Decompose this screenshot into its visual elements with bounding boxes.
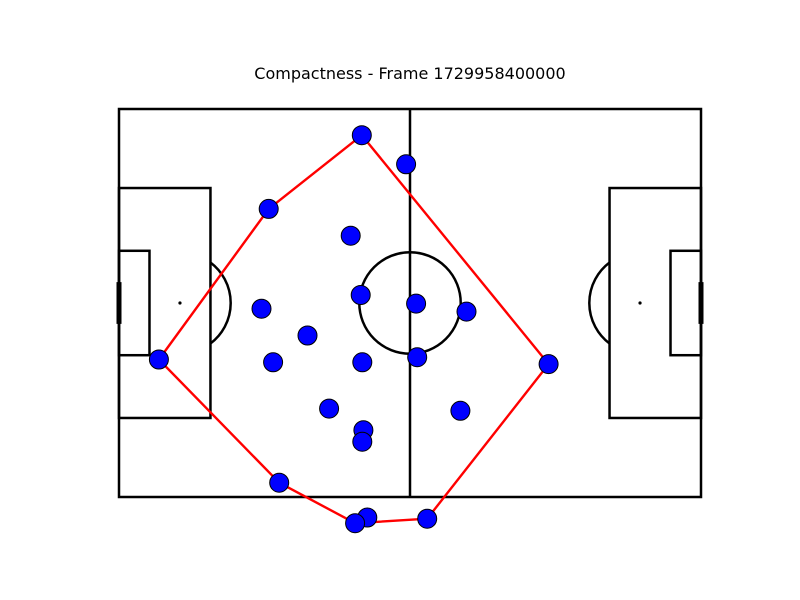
player-marker bbox=[352, 431, 373, 452]
chart-title: Compactness - Frame 1729958400000 bbox=[254, 64, 566, 83]
hull-line bbox=[157, 134, 550, 525]
player-marker bbox=[450, 400, 471, 421]
right-penalty-spot bbox=[638, 301, 642, 305]
player-marker bbox=[258, 198, 279, 219]
player-marker bbox=[148, 349, 169, 370]
right-goal-area bbox=[669, 249, 703, 357]
left-penalty-area bbox=[117, 186, 212, 420]
player-marker bbox=[251, 298, 272, 319]
player-marker bbox=[345, 513, 366, 534]
player-marker bbox=[340, 225, 361, 246]
convex-hull bbox=[157, 134, 550, 525]
player-marker bbox=[263, 352, 284, 373]
player-marker bbox=[538, 354, 559, 375]
player-marker bbox=[297, 325, 318, 346]
player-marker bbox=[396, 154, 417, 175]
player-marker bbox=[406, 293, 427, 314]
player-marker bbox=[417, 508, 438, 529]
player-markers bbox=[148, 125, 559, 534]
right-penalty-arc bbox=[588, 261, 611, 345]
left-penalty-arc bbox=[209, 261, 232, 345]
player-marker bbox=[350, 285, 371, 305]
player-marker bbox=[351, 125, 372, 146]
left-goal-area bbox=[117, 249, 151, 357]
right-penalty-area bbox=[608, 186, 703, 420]
player-marker bbox=[269, 472, 290, 493]
player-marker bbox=[456, 301, 477, 322]
left-penalty-spot bbox=[178, 301, 182, 305]
player-marker bbox=[319, 398, 340, 419]
player-marker bbox=[407, 347, 428, 368]
player-marker bbox=[352, 352, 373, 373]
